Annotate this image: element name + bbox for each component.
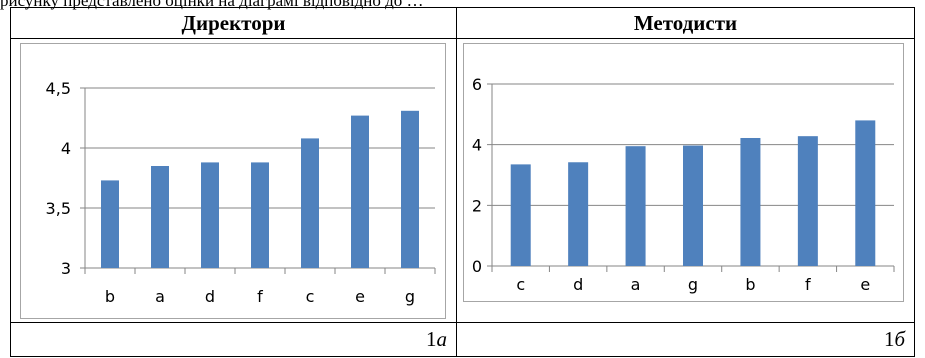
y-tick-label: 0 bbox=[472, 257, 482, 276]
y-tick-label: 3 bbox=[61, 259, 71, 278]
caption-cell-methodists: 1б bbox=[457, 323, 915, 357]
bar bbox=[510, 164, 531, 266]
bar bbox=[101, 180, 119, 268]
chart-frame-directors: 3 3,5 4 4,5 b a d f c e g bbox=[20, 43, 446, 319]
x-tick-label: g bbox=[688, 275, 698, 294]
bar bbox=[301, 138, 319, 268]
top-text: рисунку представлено оцінки на діаграмі … bbox=[0, 0, 424, 10]
bar bbox=[625, 146, 646, 266]
y-tick-label: 6 bbox=[472, 75, 482, 94]
bar-chart-methodists: 0 2 4 6 c d a g b f e bbox=[472, 75, 895, 294]
caption-number: 1 bbox=[426, 327, 437, 351]
bar bbox=[797, 136, 818, 266]
y-tick-label: 4 bbox=[472, 136, 482, 155]
x-tick-label: d bbox=[205, 287, 215, 306]
caption-letter: б bbox=[894, 327, 905, 351]
x-tick-label: f bbox=[257, 287, 263, 306]
y-tick-label: 4,5 bbox=[46, 79, 71, 98]
y-tick-label: 2 bbox=[472, 196, 482, 215]
bar bbox=[401, 110, 419, 268]
chart-cell-methodists: 0 2 4 6 c d a g b f e bbox=[457, 39, 915, 323]
chart-cell-directors: 3 3,5 4 4,5 b a d f c e g bbox=[11, 39, 457, 323]
bar bbox=[201, 162, 219, 268]
bar bbox=[568, 162, 589, 266]
x-tick-label: a bbox=[155, 287, 165, 306]
x-tick-label: f bbox=[805, 275, 811, 294]
bar bbox=[683, 145, 703, 266]
header-methodists: Методисти bbox=[633, 11, 738, 35]
x-tick-label: b bbox=[105, 287, 115, 306]
header-directors: Директори bbox=[181, 11, 286, 35]
x-tick-label: d bbox=[573, 275, 583, 294]
x-tick-label: e bbox=[860, 275, 870, 294]
caption-cell-directors: 1а bbox=[11, 323, 457, 357]
x-tick-label: e bbox=[355, 287, 365, 306]
bar bbox=[251, 162, 269, 268]
x-tick-label: c bbox=[306, 287, 315, 306]
chart-frame-methodists: 0 2 4 6 c d a g b f e bbox=[463, 43, 904, 302]
x-tick-label: a bbox=[631, 275, 641, 294]
header-cell-methodists: Методисти bbox=[457, 8, 915, 39]
header-cell-directors: Директори bbox=[11, 8, 457, 39]
bar bbox=[855, 120, 876, 267]
x-tick-label: b bbox=[745, 275, 755, 294]
x-tick-label: g bbox=[405, 287, 415, 306]
x-tick-label: c bbox=[516, 275, 525, 294]
bar bbox=[151, 166, 169, 268]
bar bbox=[740, 137, 761, 266]
figure-table: Директори Методисти 3 3,5 4 4,5 b a d f c e g 0 2 4 6… bbox=[10, 7, 915, 357]
y-tick-label: 3,5 bbox=[46, 199, 71, 218]
bar bbox=[351, 115, 369, 268]
y-tick-label: 4 bbox=[61, 139, 71, 158]
caption-letter: а bbox=[436, 327, 448, 351]
bar-chart-directors: 3 3,5 4 4,5 b a d f c e g bbox=[46, 79, 436, 306]
caption-number: 1 bbox=[883, 327, 895, 351]
